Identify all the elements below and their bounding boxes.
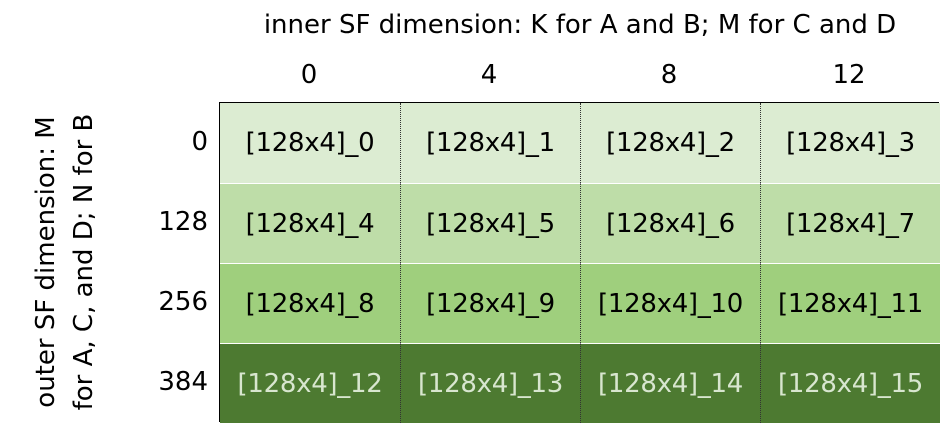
grid-cell: [128x4]_6 [580,183,760,263]
grid-cell: [128x4]_4 [220,183,400,263]
grid-cell: [128x4]_0 [220,103,400,183]
grid-cell: [128x4]_15 [760,343,940,423]
grid-cell: [128x4]_13 [400,343,580,423]
row-header-128: 128 [158,207,208,237]
row-header-0: 0 [191,127,208,157]
grid-cell: [128x4]_14 [580,343,760,423]
inner-dimension-title: inner SF dimension: K for A and B; M for… [263,10,897,40]
grid-cell: [128x4]_5 [400,183,580,263]
grid-cell: [128x4]_10 [580,263,760,343]
grid-cell: [128x4]_3 [760,103,940,183]
column-header-0: 0 [300,60,318,90]
grid-cell: [128x4]_11 [760,263,940,343]
column-header-12: 12 [832,60,866,90]
scale-factor-block-grid: [128x4]_0 [128x4]_1 [128x4]_2 [128x4]_3 … [219,102,940,423]
grid-cell: [128x4]_9 [400,263,580,343]
outer-dimension-title: outer SF dimension: M for A, C, and D; N… [31,113,99,411]
grid-cell: [128x4]_8 [220,263,400,343]
row-header-384: 384 [158,367,208,397]
grid-cell: [128x4]_2 [580,103,760,183]
column-header-4: 4 [480,60,498,90]
row-header-256: 256 [158,287,208,317]
grid-cell: [128x4]_7 [760,183,940,263]
grid-cell: [128x4]_1 [400,103,580,183]
column-header-8: 8 [660,60,678,90]
grid-cell: [128x4]_12 [220,343,400,423]
